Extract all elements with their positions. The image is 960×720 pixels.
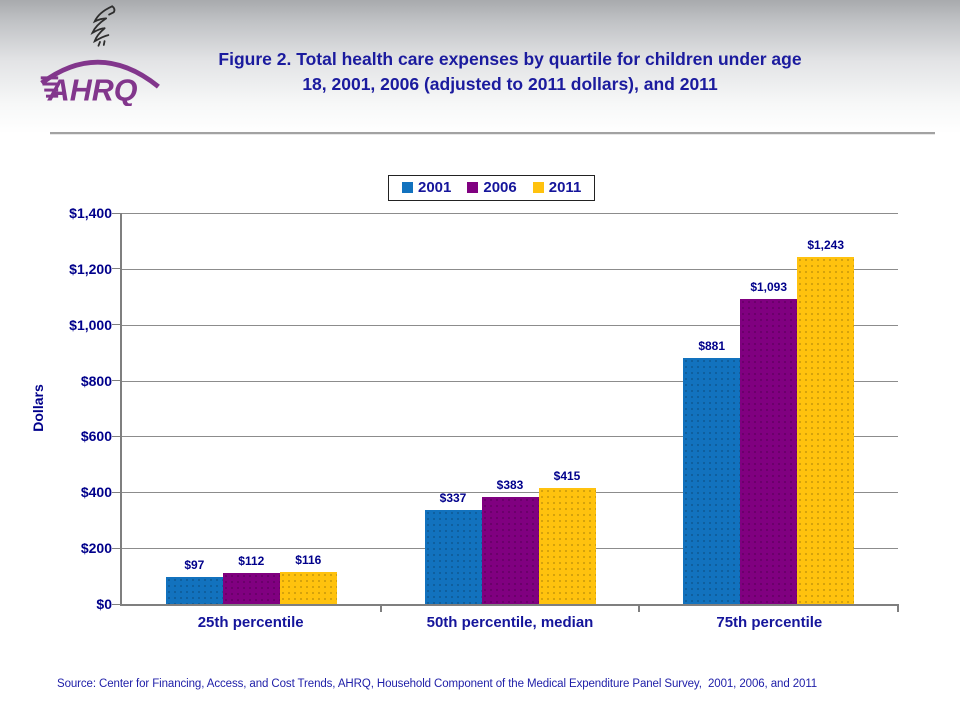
y-tick-mark	[112, 268, 120, 270]
bar-with-label: $1,093	[740, 279, 798, 604]
plot-area: $97 $112 $116 $337 $383 $415 $881 $1,093 $1,243	[112, 212, 899, 612]
bar-2006	[740, 298, 798, 604]
bar-with-label: $97	[165, 557, 223, 604]
y-tick-mark	[112, 491, 120, 493]
bar-2006	[222, 572, 280, 604]
bar-with-label: $116	[279, 552, 337, 604]
bar-2001	[165, 576, 223, 604]
header-divider	[50, 132, 935, 135]
y-tick-mark	[112, 603, 120, 605]
y-tick-label: $1,400	[69, 205, 112, 221]
bar-with-label: $337	[424, 490, 482, 604]
y-tick-label: $0	[96, 596, 112, 612]
x-tick-mark	[379, 604, 382, 612]
bar-with-label: $1,243	[797, 237, 855, 604]
gridline	[122, 268, 898, 270]
category-label: 75th percentile	[716, 614, 823, 631]
bar-group: $337 $383 $415	[381, 213, 640, 604]
ahrq-logo-text: AHRQ	[47, 74, 138, 106]
legend-label: 2011	[548, 179, 582, 196]
bar-2011	[797, 256, 855, 604]
bar-with-label: $415	[538, 469, 596, 604]
header: AHRQ Figure 2. Total health care expense…	[0, 0, 960, 134]
bar-group: $97 $112 $116	[122, 213, 381, 604]
gridline	[122, 324, 898, 326]
bar-value-label: $116	[295, 552, 322, 567]
y-tick-label: $800	[80, 372, 112, 389]
source-note: Source: Center for Financing, Access, an…	[57, 678, 818, 690]
y-tick-label: $1,000	[69, 316, 112, 333]
y-tick-label: $1,200	[69, 260, 112, 277]
bar-2006	[481, 497, 539, 604]
bar-with-label: $881	[683, 338, 741, 604]
bar-2001	[424, 509, 482, 604]
category-label: 25th percentile	[197, 614, 304, 631]
hhs-eagle-icon	[90, 5, 116, 47]
legend-label: 2006	[483, 179, 517, 196]
bar-groups: $97 $112 $116 $337 $383 $415 $881 $1,093 $1,243	[122, 213, 898, 604]
gridline	[122, 492, 898, 494]
bar-value-label: $881	[698, 338, 726, 353]
bar-2001	[683, 357, 741, 604]
y-tick-mark	[112, 324, 120, 326]
bar-value-label: $1,243	[807, 237, 845, 252]
legend-swatch	[532, 182, 544, 193]
gridline	[122, 213, 898, 214]
bar-value-label: $383	[496, 478, 524, 493]
chart-legend: 2001 2006 2011	[388, 175, 596, 201]
bar-2011	[538, 488, 596, 604]
bar-with-label: $112	[222, 553, 280, 604]
y-tick-label: $200	[80, 540, 112, 557]
category-labels: 25th percentile 50th percentile, median 75…	[121, 614, 899, 631]
legend-swatch	[467, 182, 479, 193]
bar-value-label: $337	[439, 490, 467, 505]
legend-item-2011: 2011	[532, 179, 582, 196]
ahrq-wordmark: AHRQ	[40, 59, 160, 106]
legend-label: 2001	[418, 179, 452, 196]
legend-swatch	[402, 182, 413, 193]
bar-2011	[279, 571, 337, 604]
y-tick-label: $400	[80, 484, 112, 501]
bar-value-label: $112	[238, 553, 265, 568]
x-tick-mark	[638, 604, 641, 612]
legend-item-2001: 2001	[402, 179, 451, 196]
bar-with-label: $383	[481, 478, 539, 604]
page-title: Figure 2. Total health care expenses by …	[218, 49, 802, 95]
y-tick-mark	[112, 212, 120, 214]
category-label: 50th percentile, median	[426, 614, 594, 631]
bar-value-label: $415	[553, 469, 581, 484]
gridline	[122, 436, 898, 438]
bar-group: $881 $1,093 $1,243	[639, 213, 898, 604]
legend-item-2006: 2006	[467, 179, 517, 196]
bar-value-label: $1,093	[750, 279, 788, 294]
bar-value-label: $97	[184, 557, 205, 572]
y-tick-label: $600	[80, 428, 112, 445]
ahrq-logo: AHRQ	[35, 4, 165, 106]
y-tick-mark	[112, 547, 120, 549]
y-axis-labels: $0 $200 $400 $600 $800 $1,000 $1,200 $1,400	[0, 205, 112, 612]
x-tick-mark	[897, 604, 899, 612]
gridline	[122, 380, 898, 382]
y-tick-mark	[112, 435, 120, 437]
y-tick-mark	[112, 380, 120, 382]
